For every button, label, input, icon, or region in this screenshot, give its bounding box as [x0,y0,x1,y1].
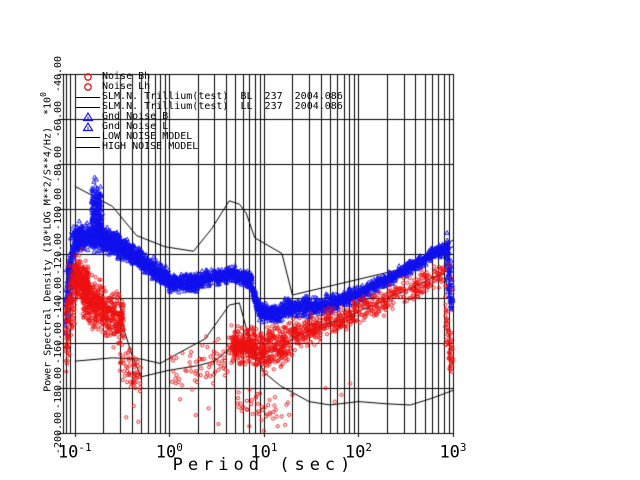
line-marker-icon [76,146,100,148]
legend-item: HIGH NOISE MODEL [74,142,343,152]
triangle-marker-icon [82,112,94,122]
legend-item-label: Noise Bh [102,71,151,82]
legend-item-label: Gnd Noise B [102,111,169,122]
line-marker-icon [76,106,100,108]
x-tick-label: 10-1 [57,441,92,463]
legend-item: SLM.N. Trillium(test) LL 237 2004.086 [74,102,343,112]
circle-marker-icon [84,83,92,91]
triangle-marker-icon [82,122,94,132]
line-marker-icon [76,136,100,138]
legend-item: LOW NOISE MODEL [74,132,343,142]
legend-item: SLM.N. Trillium(test) BL 237 2004.086 [74,92,343,102]
x-tick-label: 101 [250,441,278,463]
x-tick-label: 102 [344,441,372,463]
y-axis-title: Power Spectral Density (10*LOG M**2/S**4… [39,92,54,392]
legend-item: Noise Bh [74,72,343,82]
legend: Noise Bh Noise Lh SLM.N. Trillium(test) BL… [74,72,343,152]
legend-item-label: HIGH NOISE MODEL [102,141,199,152]
legend-item-label: Noise Lh [102,81,151,92]
line-marker-icon [76,96,100,98]
legend-item-label: Gnd Noise L [102,121,169,132]
legend-item: Gnd Noise L [74,122,343,132]
legend-item: Noise Lh [74,82,343,92]
legend-item: Gnd Noise B [74,112,343,122]
legend-item-label: SLM.N. Trillium(test) LL 237 2004.086 [102,101,343,112]
legend-item-label: LOW NOISE MODEL [102,131,193,142]
circle-marker-icon [84,73,92,81]
x-tick-label: 100 [155,441,183,463]
x-axis-title: Period (sec) [172,455,356,475]
legend-item-label: SLM.N. Trillium(test) BL 237 2004.086 [102,91,343,102]
x-tick-label: 103 [439,441,467,463]
